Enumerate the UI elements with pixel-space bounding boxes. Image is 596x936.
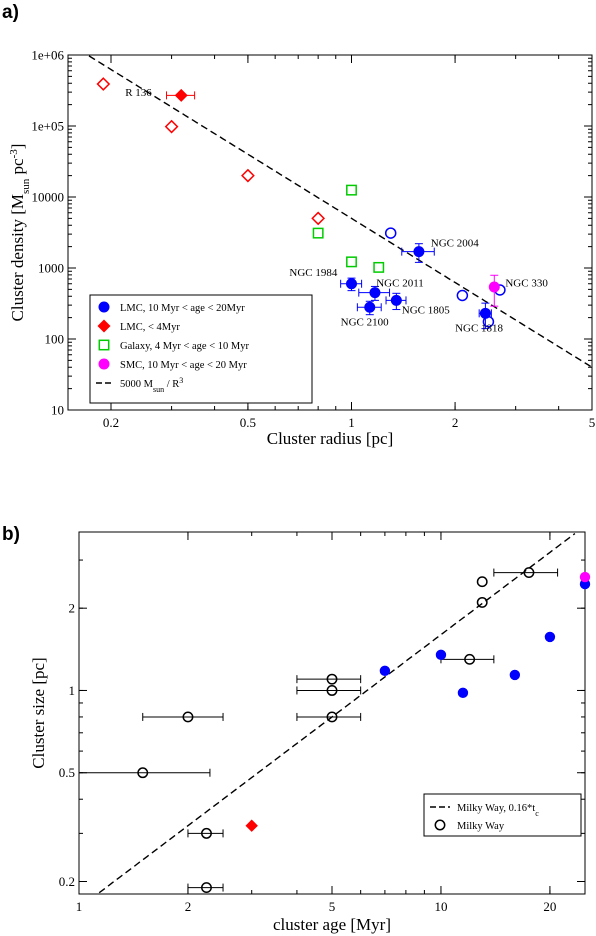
data-point: [544, 631, 556, 643]
legend-label-sub: sun: [153, 385, 164, 394]
data-point: [241, 168, 255, 183]
x-tick-label: 20: [543, 899, 556, 914]
data-point: [364, 301, 376, 313]
data-point: [579, 571, 591, 583]
data-point: [326, 685, 338, 696]
x-tick-label: 0.2: [103, 415, 119, 430]
y-tick-label: 1: [69, 683, 76, 698]
y-tick-label: 10: [51, 403, 64, 418]
data-point: [346, 256, 357, 268]
y-tick-label: 0.5: [59, 765, 75, 780]
panel-label: b): [2, 524, 20, 545]
data-point: [482, 315, 495, 328]
y-tick-label: 1e+06: [31, 48, 64, 63]
data-point: [457, 687, 469, 699]
legend-label: Milky Way: [457, 821, 505, 832]
data-point: [456, 289, 469, 302]
data-point: [137, 767, 149, 779]
cluster-label: NGC 2100: [341, 317, 389, 329]
data-point: [488, 281, 500, 293]
cluster-label: NGC 330: [505, 278, 548, 290]
cluster-label: NGC 1818: [455, 323, 503, 335]
legend-label: LMC, < 4Myr: [120, 322, 180, 333]
x-tick-label: 5: [589, 415, 596, 430]
legend-marker: [98, 358, 110, 370]
legend-marker: [434, 819, 446, 831]
x-tick-label: 10: [434, 899, 447, 914]
x-tick-label: 2: [452, 415, 459, 430]
data-point: [373, 261, 385, 273]
data-point: [174, 88, 188, 102]
data-point: [384, 227, 397, 239]
legend-label: LMC, 10 Myr < age < 20Myr: [120, 303, 245, 314]
y-axis-title-unit: sun: [20, 178, 32, 194]
cluster-label: NGC 2004: [431, 237, 479, 249]
data-point: [379, 665, 391, 677]
legend-label-sup: 3: [179, 376, 183, 385]
dashed-relation-line: [98, 533, 576, 894]
legend-label-sub: c: [535, 809, 539, 818]
legend-label: 5000 Msun / R3: [120, 376, 183, 394]
data-point: [509, 669, 521, 681]
x-axis-title: cluster age [Myr]: [273, 915, 391, 934]
data-point: [345, 278, 357, 290]
x-tick-label: 5: [329, 899, 336, 914]
plot-frame: [78, 531, 586, 895]
data-point: [311, 211, 326, 226]
y-axis-title-bracket: ]: [8, 144, 27, 150]
data-point: [326, 711, 338, 723]
x-tick-label: 2: [185, 899, 192, 914]
legend-label-part: / R: [164, 379, 179, 390]
data-point: [312, 227, 324, 239]
cluster-label: NGC 2011: [376, 278, 424, 290]
data-point: [435, 649, 447, 661]
legend-marker: [98, 301, 110, 313]
data-point: [346, 184, 357, 196]
data-point: [523, 567, 535, 579]
legend-marker: [97, 319, 111, 333]
cluster-label: R 136: [125, 87, 152, 99]
x-tick-label: 0.5: [240, 415, 256, 430]
legend-box: [89, 294, 313, 404]
legend-label: SMC, 10 Myr < age < 20 Myr: [120, 360, 247, 371]
plot-frame: [67, 54, 593, 411]
data-point: [464, 653, 476, 665]
y-axis-title-unit: pc: [8, 158, 27, 179]
y-tick-label: 100: [45, 332, 65, 347]
y-tick-label: 2: [69, 601, 76, 616]
data-point: [369, 287, 381, 299]
legend-box: [423, 793, 582, 837]
legend-label: Galaxy, 4 Myr < age < 10 Myr: [120, 341, 249, 352]
y-axis-title: Cluster density [Msun pc-3]: [8, 144, 32, 322]
panel-a-density-vs-radius: a) 0.2 0.5 1 2 5 10 100 1000 10000 1e+05 1e+06 Clust…: [2, 2, 595, 448]
data-point: [96, 77, 111, 91]
data-point: [182, 711, 194, 723]
data-point: [476, 576, 488, 588]
x-tick-label: 1: [76, 899, 83, 914]
data-point: [476, 596, 488, 608]
panel-b-size-vs-age: b) 1 2 5 10 20 0.2 0.5 1 2 cluster age [Myr] Cluste…: [2, 524, 591, 934]
legend-marker: [98, 339, 110, 351]
cluster-label: NGC 1805: [402, 305, 450, 317]
data-point: [201, 882, 212, 894]
data-point: [413, 246, 425, 258]
y-tick-label: 1e+05: [31, 119, 64, 134]
x-axis-title: Cluster radius [pc]: [267, 429, 394, 448]
data-point: [245, 819, 258, 832]
data-point: [390, 294, 402, 306]
legend-label: Milky Way, 0.16*tc: [457, 803, 539, 818]
x-tick-label: 1: [348, 415, 355, 430]
data-point: [326, 673, 338, 685]
panel-label: a): [2, 2, 19, 23]
data-point: [164, 119, 179, 134]
y-tick-label: 10000: [32, 190, 65, 205]
y-axis-title: Cluster size [pc]: [29, 657, 48, 768]
data-point: [201, 827, 212, 839]
y-tick-label: 0.2: [59, 874, 75, 889]
cluster-label: NGC 1984: [289, 267, 337, 279]
y-tick-label: 1000: [38, 261, 64, 276]
y-axis-title-exponent: -3: [8, 149, 20, 159]
